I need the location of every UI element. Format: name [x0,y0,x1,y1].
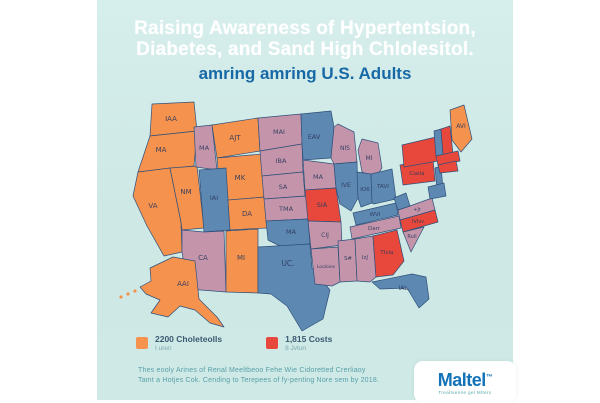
legend-label: 1,815 Costs [285,334,333,344]
infographic-panel: Raising Awareness of Hypertentsion, Diab… [97,0,516,403]
brand-name: Maltel [437,370,487,390]
state-label-pa: Ciaiia [409,171,424,177]
legend-swatch-red [266,337,279,349]
state-wv [393,192,411,211]
state-sc [402,226,425,253]
footnote-line-1: Thes eooly Arines of Renal Meeltbeoo Feh… [138,367,366,374]
us-map: IAA MA VA NM MA AJT MK IAI DA CA MI MAI IBA SA TMA MA UC… [119,101,473,332]
state-label-ks: TMA [278,205,294,213]
state-label-nm: MI [237,254,245,262]
state-label-sd: IBA [276,157,287,165]
state-label-al: IzJ [362,255,369,261]
source-footnote: Thes eooly Arines of Renal Meeltbeoo Feh… [138,366,428,386]
legend-swatch-orange [136,337,148,349]
state-al [354,235,377,283]
state-label-ak: AAI [177,280,189,288]
state-nv [169,165,205,231]
footnote-line-2: Tamt a Hotjes Cok. Cending to Terepees o… [138,377,380,384]
brand-logo: Maltel™ [438,369,493,389]
title-block: Raising Awareness of Hypertentsion, Diab… [97,18,513,86]
state-label-wy: MK [235,174,246,182]
state-label-mn: EAV [308,133,321,141]
state-label-me: AVI [456,123,466,130]
state-il [333,161,359,212]
state-label-nc: IVIvv [412,219,424,225]
legend-item-orange: 2200 Choleteolls I uren [136,335,222,353]
state-label-fl: IAL. [398,285,409,292]
state-ga [372,229,405,278]
title-line-1: Raising Awareness of Hypertentsion, [134,18,476,39]
state-label-va: +Jr [413,207,422,213]
state-ctri [437,160,459,174]
brand-logo-card: Maltel™ Trealtvenne gel Mlters [414,361,516,403]
legend-sublabel: I uren [155,345,172,352]
state-ak [139,256,225,328]
state-md [427,182,447,200]
aleutian-island-dot [119,295,123,299]
state-label-ky: WVI [370,212,381,218]
state-label-ca: VA [148,202,157,210]
state-label-tx: UC. [281,259,294,268]
state-or [137,130,198,173]
state-label-wa: IAA [165,115,177,123]
state-label-in: IO6 [360,187,370,193]
state-label-ia: MA [313,173,324,181]
state-in [356,171,373,208]
legend-label: 2200 Choleteolls [155,334,223,344]
state-label-or: MA [156,146,167,154]
trademark-symbol: ™ [485,374,493,381]
state-label-co: DA [242,210,252,218]
state-ky [352,202,399,226]
title-line-3: amring amring U.S. Adults [198,64,412,83]
state-label-mi: MI [366,155,373,162]
state-label-ga: TIvia [379,250,393,256]
state-label-az: CA [198,254,208,262]
brand-tagline: Trealtvenne gel Mlters [438,390,492,395]
state-label-nd: MAI [273,128,285,136]
title-line-2: Diabetes, and Sand High Chlolesitol. [136,39,474,60]
state-wi [330,123,358,165]
state-label-mt: AJT [229,134,241,142]
state-fl [371,273,430,309]
state-label-id: MA [199,144,210,152]
state-me [449,104,473,153]
aleutian-island-dot [126,292,130,296]
state-la [310,246,341,287]
state-label-oh: TAVI [376,184,389,190]
state-label-ut: IAI [210,194,218,202]
legend-sublabel: 8 Jvtun [285,345,307,352]
state-tx [257,243,331,332]
map-legend: 2200 Choleteolls I uren 1,815 Costs 8 Jv… [136,335,332,353]
state-label-wi: NlS [340,145,350,152]
aleutian-island-dot [133,289,137,293]
state-tn [349,215,402,240]
state-label-ne: SA [279,183,288,191]
state-label-il: IVE [341,182,351,189]
legend-item-red: 1,815 Costs 8 Jvtun [266,335,332,353]
state-label-ok: MA [286,228,297,236]
state-oh [370,168,397,205]
state-label-mo: SIA [317,201,328,209]
state-label-la: Looloies [317,264,336,270]
state-label-sc: Rull [407,234,416,240]
state-label-ar: CIJ [321,232,329,239]
state-label-nv: NM [180,188,191,196]
state-label-tn: Darr [368,226,381,232]
state-label-ms: S# [344,256,352,262]
